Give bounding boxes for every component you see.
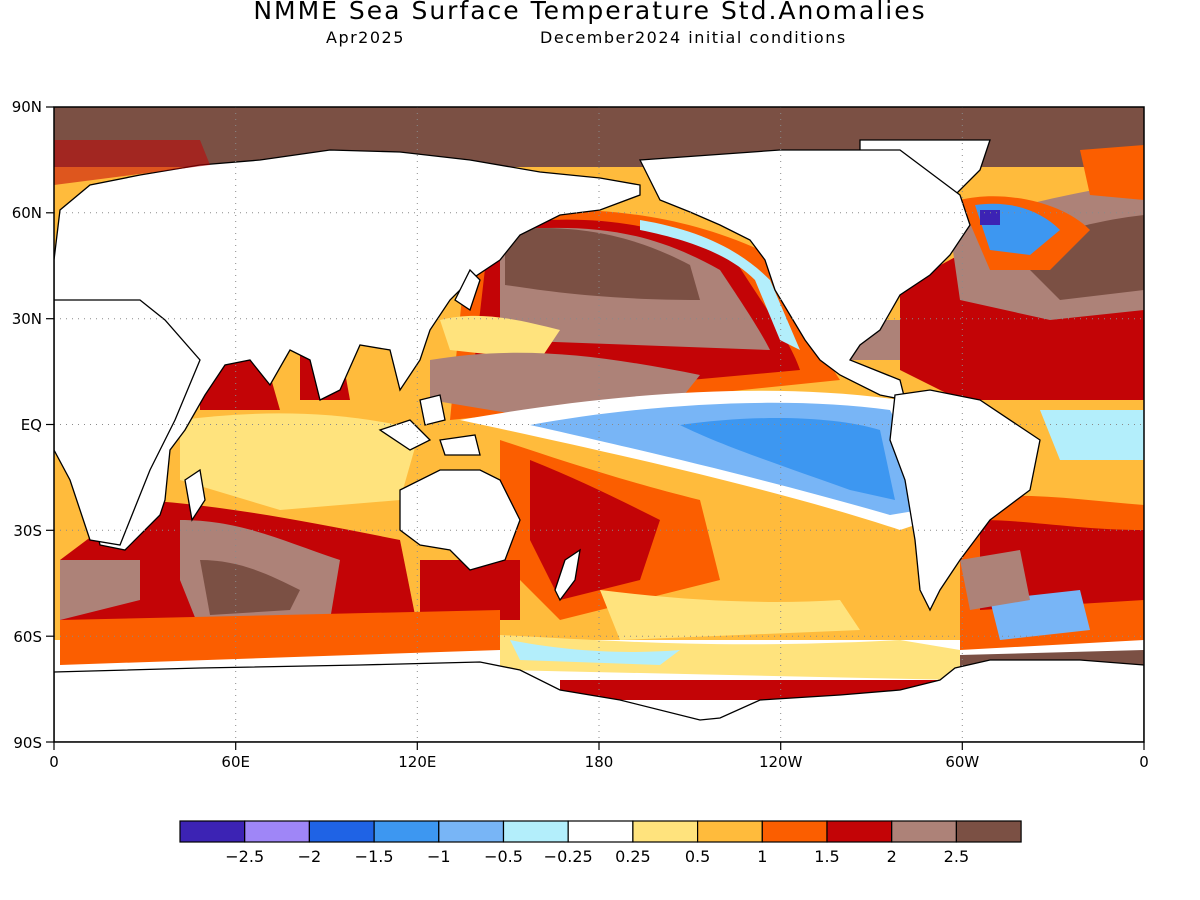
x-tick-label: 60E (221, 753, 250, 771)
x-tick-label: 0 (1139, 753, 1149, 771)
x-tick-label: 180 (585, 753, 614, 771)
colorbar-swatch (244, 820, 310, 843)
colorbar-swatch (179, 820, 246, 843)
colorbar-swatch (502, 820, 569, 843)
y-tick-label: 60S (13, 628, 42, 646)
x-tick-label: 120E (398, 753, 436, 771)
colorbar-label: 2.5 (944, 847, 969, 866)
colorbar-label: −2.5 (225, 847, 264, 866)
colorbar-label: −2 (298, 847, 322, 866)
y-tick-label: 90N (12, 98, 42, 116)
colorbar-label: −1.5 (355, 847, 394, 866)
colorbar-label: 2 (887, 847, 897, 866)
colorbar (179, 820, 1022, 843)
y-tick-label: 30S (13, 522, 42, 540)
y-tick-label: 60N (12, 204, 42, 222)
y-tick-label: 90S (13, 734, 42, 752)
map-title: NMME Sea Surface Temperature Std.Anomali… (253, 0, 927, 25)
forecast-month: Apr2025 (326, 28, 405, 47)
y-tick-label: EQ (21, 416, 42, 434)
initial-conditions: December2024 initial conditions (540, 28, 847, 47)
colorbar-swatch (761, 820, 828, 843)
colorbar-labels: −2.5 −2 −1.5 −1 −0.5 −0.25 0.25 0.5 1 1.5 2 2.5 (225, 847, 969, 866)
axis-ticks (46, 106, 1145, 750)
anomaly-field (54, 107, 1144, 742)
x-tick-label: 120W (759, 753, 803, 771)
colorbar-label: −1 (427, 847, 451, 866)
colorbar-swatch (826, 820, 893, 843)
colorbar-swatch (891, 820, 958, 843)
y-tick-label: 30N (12, 310, 42, 328)
colorbar-swatch (438, 820, 505, 843)
colorbar-swatch (955, 820, 1022, 843)
colorbar-label: 0.5 (685, 847, 710, 866)
colorbar-label: 0.25 (615, 847, 651, 866)
continents (54, 139, 1144, 742)
colorbar-label: −0.25 (544, 847, 593, 866)
colorbar-label: −0.5 (484, 847, 523, 866)
colorbar-label: 1 (757, 847, 767, 866)
colorbar-label: 1.5 (814, 847, 839, 866)
colorbar-swatch (632, 820, 699, 843)
colorbar-swatch (373, 820, 440, 843)
colorbar-swatch (567, 820, 634, 843)
x-tick-label: 0 (49, 753, 59, 771)
colorbar-swatch (308, 820, 375, 843)
x-tick-label: 60W (945, 753, 979, 771)
colorbar-swatch (696, 820, 763, 843)
